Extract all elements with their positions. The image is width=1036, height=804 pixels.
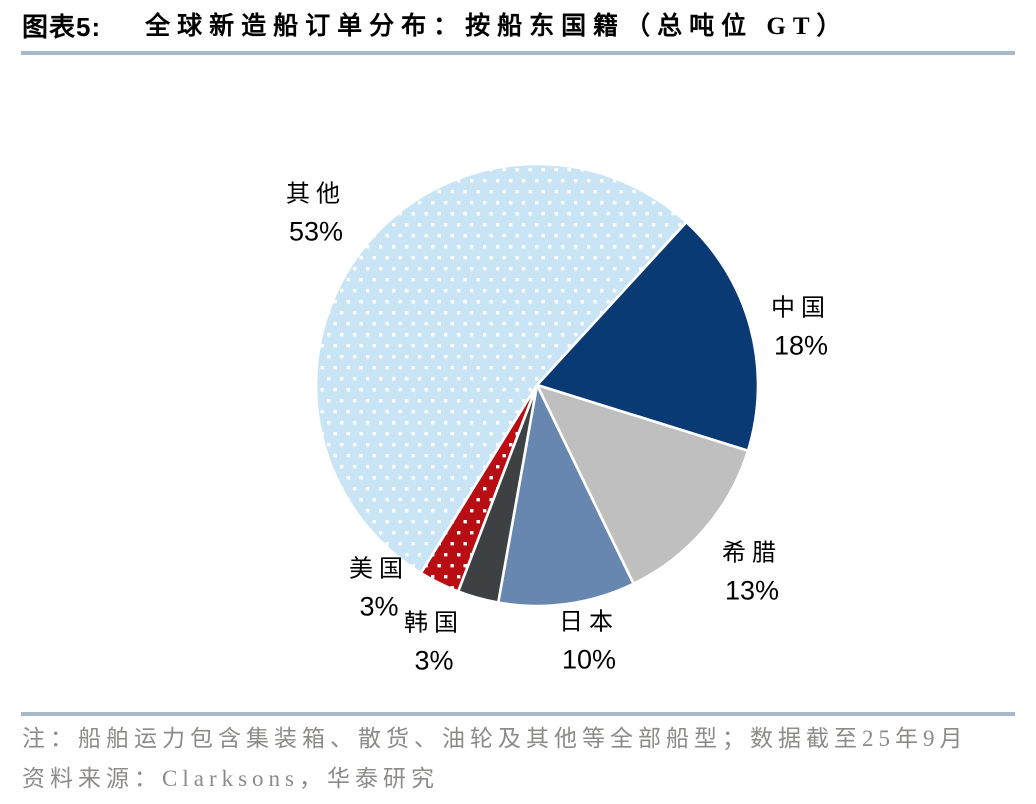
slice-name: 日本 (559, 609, 619, 636)
pie-slice-中国 (535, 220, 760, 453)
slice-name: 希腊 (722, 540, 782, 567)
slice-label-greece: 希腊 13% (722, 536, 782, 609)
slice-name: 其他 (286, 181, 346, 208)
figure-note: 注：船舶运力包含集装箱、散货、油轮及其他等全部船型；数据截至25年9月 (22, 726, 968, 751)
header-divider (21, 51, 1015, 55)
slice-value: 53% (288, 216, 344, 247)
slice-value: 18% (773, 330, 829, 361)
slice-value: 3% (359, 591, 399, 622)
slice-label-japan: 日本 10% (559, 605, 619, 678)
figure-header: 图表5: 全球新造船订单分布：按船东国籍（总吨位 GT） (22, 10, 1022, 44)
figure-tag: 图表5: (22, 12, 102, 42)
pie-slice-日本 (496, 383, 635, 608)
pie-chart: 其他 53% 中国 18% 希腊 13% 日本 10% 韩国 3% 美国 3% (0, 60, 1036, 710)
pie-slice-其他 (314, 162, 688, 575)
figure-source: 资料来源：Clarksons，华泰研究 (22, 766, 439, 791)
slice-value: 3% (414, 645, 454, 676)
slice-value: 10% (561, 644, 617, 675)
slice-name: 中国 (771, 295, 831, 322)
pie-chart-svg (314, 162, 760, 608)
slice-label-korea: 韩国 3% (404, 606, 464, 679)
pie-slice-希腊 (535, 383, 750, 586)
slice-label-usa: 美国 3% (349, 552, 409, 625)
slice-value: 13% (724, 575, 780, 606)
slice-name: 美国 (349, 556, 409, 583)
footer-divider (21, 712, 1015, 716)
slice-label-china: 中国 18% (771, 291, 831, 364)
figure-title: 全球新造船订单分布：按船东国籍（总吨位 GT） (145, 13, 849, 40)
slice-name: 韩国 (404, 610, 464, 637)
slice-label-others: 其他 53% (286, 177, 346, 250)
